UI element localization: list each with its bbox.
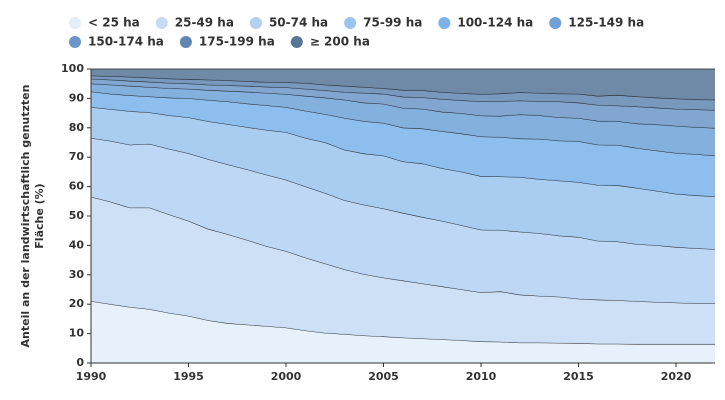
y-tick-label: 90 <box>69 91 85 104</box>
y-tick-label: 70 <box>69 150 85 163</box>
y-tick-label: 60 <box>69 180 85 193</box>
x-tick-label: 1990 <box>76 370 107 383</box>
legend-marker <box>549 17 562 29</box>
y-tick-label: 10 <box>69 327 85 340</box>
legend-item: 100-124 ha <box>438 16 533 30</box>
area <box>91 69 715 100</box>
legend-marker <box>438 17 451 29</box>
area <box>91 301 715 363</box>
x-tick-label: 2005 <box>368 370 399 383</box>
area <box>91 75 715 111</box>
legend-marker <box>344 17 357 29</box>
y-tick-label: 100 <box>61 62 84 75</box>
y-tick-label: 80 <box>69 121 85 134</box>
legend-item: 25-49 ha <box>155 16 234 30</box>
legend-item: 75-99 ha <box>344 16 422 30</box>
legend-label: 75-99 ha <box>363 16 422 30</box>
x-tick-label: 2020 <box>661 370 692 383</box>
area <box>91 196 715 345</box>
legend-item: 125-149 ha <box>549 16 644 30</box>
legend-item: 50-74 ha <box>249 16 328 30</box>
y-tick-label: 50 <box>69 209 85 222</box>
legend-marker <box>290 36 303 48</box>
legend-label: 125-149 ha <box>568 16 644 30</box>
area <box>91 83 715 156</box>
x-tick-label: 1995 <box>173 370 204 383</box>
legend-item: < 25 ha <box>69 16 140 30</box>
area <box>91 107 715 250</box>
legend-item: 150-174 ha <box>69 35 164 49</box>
y-tick-label: 0 <box>76 356 84 369</box>
legend-label: 100-124 ha <box>457 16 533 30</box>
legend-marker <box>179 36 192 48</box>
legend-marker <box>69 36 81 48</box>
legend-marker <box>155 17 168 29</box>
legend-label: 150-174 ha <box>88 35 164 49</box>
area <box>91 78 715 129</box>
y-tick-label: 20 <box>69 297 85 310</box>
legend-label: 25-49 ha <box>175 16 234 30</box>
y-axis-label: Anteil an der landwirtschaftlich genutzt… <box>19 85 32 348</box>
area <box>91 138 715 304</box>
legend-marker <box>69 17 81 29</box>
x-tick-label: 2010 <box>466 370 497 383</box>
y-tick-label: 30 <box>69 268 85 281</box>
legend-label: 50-74 ha <box>269 16 328 30</box>
y-tick-label: 40 <box>69 238 85 251</box>
x-tick-label: 2015 <box>563 370 594 383</box>
legend-item: 175-199 ha <box>179 35 275 49</box>
area <box>91 91 715 197</box>
x-tick-label: 2000 <box>271 370 302 383</box>
legend-marker <box>249 17 262 29</box>
legend-label: < 25 ha <box>88 16 140 30</box>
y-axis-label: Fläche (%) <box>33 183 46 248</box>
legend-label: 175-199 ha <box>199 35 275 49</box>
legend-label: ≥ 200 ha <box>310 35 370 49</box>
legend-item: ≥ 200 ha <box>290 35 370 49</box>
